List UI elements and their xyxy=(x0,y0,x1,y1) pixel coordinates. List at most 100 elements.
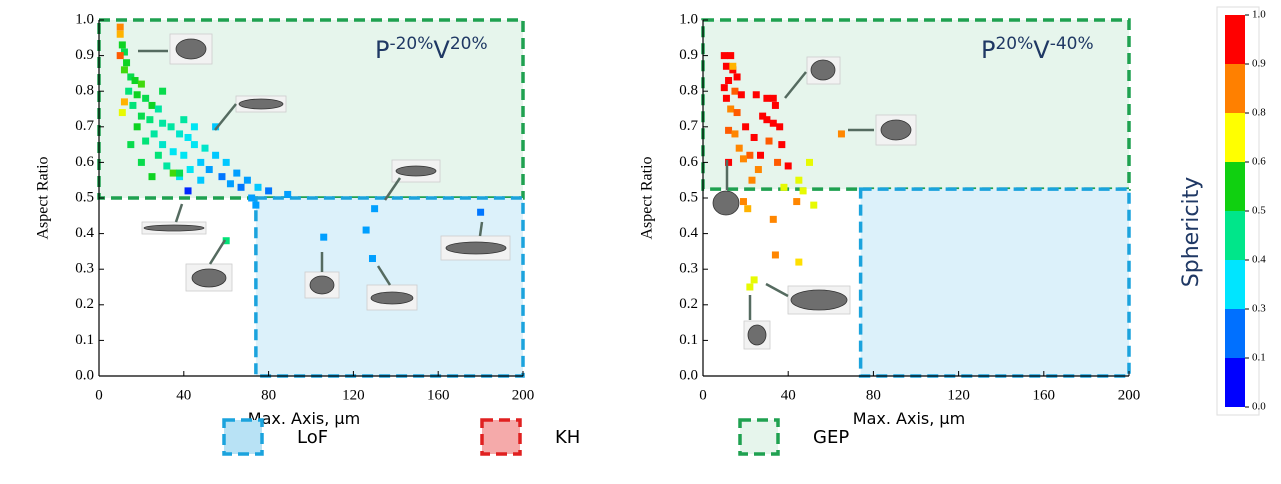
point xyxy=(133,123,141,131)
y-tick-label: 0.9 xyxy=(679,47,698,63)
y-tick-label: 0.4 xyxy=(679,225,698,241)
point xyxy=(720,84,728,92)
colorbar-tick-label: 0.0 xyxy=(1252,401,1266,413)
y-tick-label: 0.4 xyxy=(75,225,94,241)
point xyxy=(222,237,230,245)
x-tick-label: 40 xyxy=(781,387,796,403)
point xyxy=(769,94,777,102)
y-tick-label: 0.0 xyxy=(75,367,94,383)
y-tick-label: 0.5 xyxy=(75,189,94,205)
point xyxy=(133,91,141,99)
colorbar-tick-label: 0.9 xyxy=(1252,58,1266,70)
annotation: P20%V-40% xyxy=(981,34,1094,64)
point xyxy=(733,73,741,81)
point xyxy=(776,123,784,131)
colorbar-segment xyxy=(1225,260,1245,309)
point xyxy=(362,226,370,234)
point xyxy=(197,176,205,184)
point xyxy=(759,112,767,120)
point xyxy=(733,109,741,117)
point xyxy=(186,166,194,174)
point xyxy=(169,148,177,156)
point xyxy=(810,201,818,209)
point xyxy=(725,77,733,85)
colorbar-tick-label: 0.6 xyxy=(1252,156,1266,168)
point xyxy=(725,126,733,134)
point xyxy=(727,105,735,113)
y-tick-label: 0.3 xyxy=(75,261,94,277)
point xyxy=(254,183,262,191)
point xyxy=(131,77,139,85)
point xyxy=(265,187,273,195)
point xyxy=(159,87,167,95)
point xyxy=(769,119,777,127)
x-axis-label: Max. Axis, µm xyxy=(248,409,360,428)
point xyxy=(477,208,485,216)
annotation-part: V xyxy=(433,36,450,64)
x-tick-label: 160 xyxy=(1033,387,1056,403)
colorbar-tick-label: 0.8 xyxy=(1252,107,1266,119)
point xyxy=(205,166,213,174)
colorbar-tick-label: 1.0 xyxy=(1252,9,1266,21)
point xyxy=(163,162,171,170)
point xyxy=(284,190,292,198)
point xyxy=(725,158,733,166)
y-tick-label: 0.8 xyxy=(75,83,94,99)
point xyxy=(735,144,743,152)
point xyxy=(720,52,728,60)
colorbar-segment xyxy=(1225,211,1245,260)
point xyxy=(746,283,754,291)
x-tick-label: 200 xyxy=(1118,387,1141,403)
colorbar-tick-label: 0.5 xyxy=(1252,205,1266,217)
point xyxy=(159,119,167,127)
annotation-part: 20% xyxy=(995,34,1033,54)
colorbar-segment xyxy=(1225,309,1245,358)
point xyxy=(197,158,205,166)
point xyxy=(184,133,192,141)
annotation-part: 20% xyxy=(450,34,488,54)
point xyxy=(769,215,777,223)
x-tick-label: 0 xyxy=(95,387,103,403)
point xyxy=(746,151,754,159)
legend-label: GEP xyxy=(813,427,849,448)
point xyxy=(176,173,184,181)
point xyxy=(252,201,260,209)
annotation-part: -20% xyxy=(389,34,433,54)
point xyxy=(116,52,124,60)
point xyxy=(793,198,801,206)
point xyxy=(176,130,184,138)
point xyxy=(739,155,747,163)
y-tick-label: 1.0 xyxy=(679,11,698,27)
y-tick-label: 0.6 xyxy=(75,154,94,170)
point xyxy=(116,23,124,31)
y-axis-label: Aspect Ratio xyxy=(35,156,52,239)
legend-swatch xyxy=(738,418,780,456)
point xyxy=(795,258,803,266)
point xyxy=(752,91,760,99)
point xyxy=(118,109,126,117)
x-tick-label: 40 xyxy=(176,387,191,403)
x-tick-label: 200 xyxy=(512,387,535,403)
point xyxy=(763,116,771,124)
point xyxy=(727,52,735,60)
point xyxy=(754,166,762,174)
colorbar-segment xyxy=(1225,64,1245,113)
point xyxy=(722,94,730,102)
legend-label: LoF xyxy=(297,427,328,448)
point xyxy=(148,173,156,181)
particle-thumbnails xyxy=(141,33,917,350)
colorbar-segment xyxy=(1225,162,1245,211)
colorbar-label: Sphericity xyxy=(1179,177,1204,287)
point xyxy=(248,194,256,202)
point xyxy=(237,183,245,191)
point xyxy=(731,87,739,95)
y-tick-label: 0.0 xyxy=(679,367,698,383)
point xyxy=(795,176,803,184)
x-tick-label: 120 xyxy=(342,387,365,403)
point xyxy=(222,158,230,166)
colorbar-tick-label: 0.4 xyxy=(1252,254,1266,266)
annotation-part: P xyxy=(981,36,995,64)
colorbar-segment xyxy=(1225,113,1245,162)
point xyxy=(750,133,758,141)
